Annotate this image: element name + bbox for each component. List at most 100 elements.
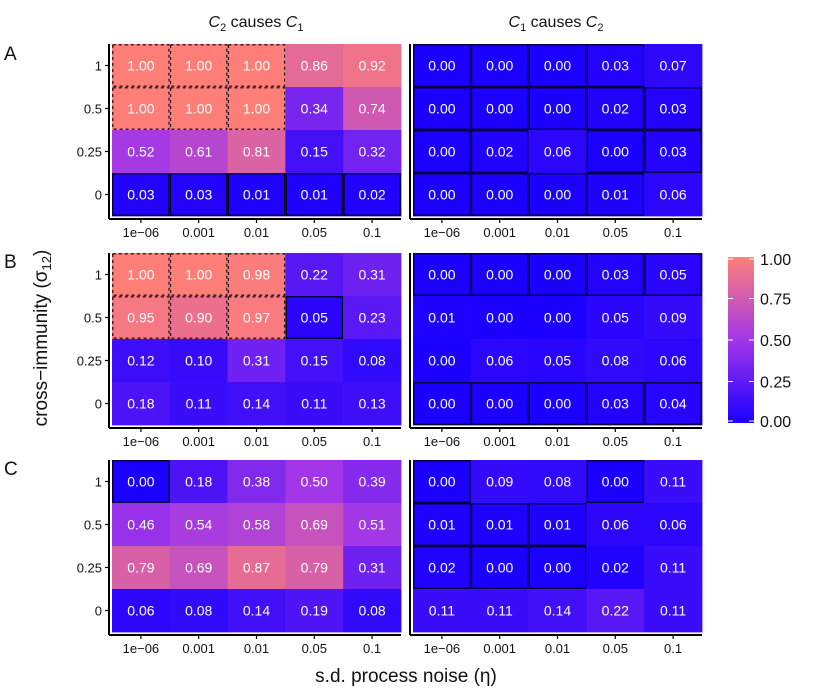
cell-outline-solid [644,87,702,130]
cell-value-label: 0.08 [358,603,385,619]
cell-value-label: 0.00 [486,58,513,74]
heatmap-cell [285,87,344,131]
cell-value-label: 0.19 [301,603,328,619]
x-tick-label: 0.1 [664,225,682,240]
cell-outline-solid [528,87,587,130]
cell-outline-solid [413,503,471,546]
heatmap-cell [169,87,228,131]
heatmap-cell [470,253,529,297]
x-tick-label: 0.001 [182,641,215,656]
cell-outline-solid [586,130,644,173]
cell-value-label: 0.08 [544,474,571,490]
cell-value-label: 0.15 [301,353,328,369]
cell-value-label: 0.14 [544,603,571,619]
cell-value-label: 0.10 [185,353,212,369]
cell-value-label: 0.00 [544,187,571,203]
heatmap-cell [112,460,171,504]
cell-value-label: 0.00 [544,396,571,412]
heatmap-cell [343,296,402,340]
heatmap-cell [586,87,645,131]
heatmap-cell [285,296,344,340]
cell-value-label: 0.98 [243,267,270,283]
x-tick-label: 0.1 [363,225,381,240]
x-tick-label: 0.1 [363,434,381,449]
cell-outline-solid [644,130,702,173]
cell-value-label: 0.32 [358,144,385,160]
heatmap-cell [470,589,529,633]
cell-value-label: 0.11 [429,603,455,619]
heatmap-cell [285,460,344,504]
heatmap-cell [644,339,703,383]
heatmap-cell [586,130,645,174]
cell-value-label: 0.51 [358,517,385,533]
cell-value-label: 0.11 [660,560,686,576]
x-tick-label: 0.01 [244,641,269,656]
heatmap-cell [413,130,472,174]
heatmap-cell [528,173,587,217]
cell-outline-solid [413,460,471,503]
cell-value-label: 0.00 [486,267,513,283]
heatmap-cell [413,87,472,131]
heatmap-cell [586,382,645,426]
cell-value-label: 0.06 [602,517,629,533]
color-legend: 0.00 0.25 0.50 0.75 1.00 [728,252,791,431]
heatmap-cell [528,296,587,340]
cell-value-label: 0.90 [185,310,212,326]
cell-value-label: 0.03 [602,58,629,74]
cell-value-label: 0.74 [358,101,385,117]
heatmap-cell [285,173,344,217]
cell-outline-solid [471,382,529,425]
cell-outline-solid [413,130,471,173]
cell-value-label: 0.46 [127,517,154,533]
heatmap-cell [528,503,587,547]
cell-outline-solid [112,460,170,503]
cell-value-label: 0.06 [544,144,571,160]
heatmap-cell [644,382,703,426]
heatmap-cell [586,339,645,383]
heatmap-cell [227,460,286,504]
cell-value-label: 0.00 [428,101,455,117]
heatmap-cell [413,460,472,504]
cell-value-label: 0.03 [659,144,686,160]
heatmap-cell [413,173,472,217]
cell-value-label: 0.97 [243,310,270,326]
cell-outline-solid [644,253,702,296]
heatmap-cell [586,503,645,547]
cell-value-label: 0.00 [486,310,513,326]
cell-value-label: 1.00 [127,267,154,283]
heatmap-cell [112,130,171,174]
heatmap-cell [227,87,286,131]
cell-value-label: 0.18 [185,474,212,490]
heatmap-cell [112,87,171,131]
heatmap-cell [343,460,402,504]
heatmap-cell [413,382,472,426]
heatmap-cell [413,339,472,383]
cell-outline-solid [471,173,529,216]
cell-outline-dashed [112,296,170,339]
heatmap-grid-left: 1.00 1.00 1.00 0.86 0.92 1.00 1.00 1.00 0.34 0.74… [77,44,402,240]
heatmap-cell [227,296,286,340]
heatmap-cell [470,382,529,426]
cell-outline-solid [586,173,644,216]
cell-value-label: 0.05 [301,310,328,326]
cell-outline-solid [471,503,529,546]
y-tick-label: 1 [95,475,102,490]
heatmap-cell [528,589,587,633]
heatmap-cell [644,296,703,340]
x-tick-label: 0.1 [664,641,682,656]
cell-value-label: 0.03 [127,187,154,203]
cell-value-label: 0.39 [358,474,385,490]
cell-value-label: 0.69 [301,517,328,533]
cell-outline-dashed [227,87,286,130]
heatmap-cell [644,87,703,131]
cell-value-label: 0.58 [243,517,270,533]
heatmap-cell [169,382,228,426]
cell-value-label: 0.00 [428,267,455,283]
heatmap-cell [644,589,703,633]
heatmap-cell [644,253,703,297]
cell-outline-solid [227,173,286,216]
x-tick-label: 0.01 [545,225,570,240]
cell-value-label: 0.06 [659,187,686,203]
panel-label: B [4,252,17,273]
x-tick-label: 0.05 [302,641,327,656]
